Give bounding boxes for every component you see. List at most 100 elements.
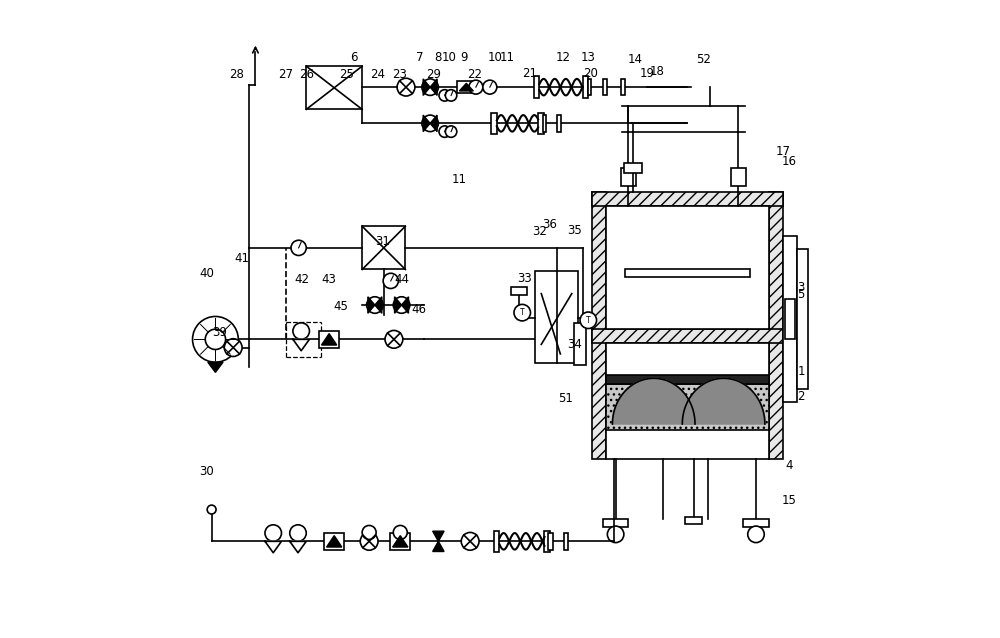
Text: 3: 3 (797, 281, 805, 293)
Polygon shape (612, 378, 695, 424)
Text: 29: 29 (426, 68, 441, 81)
Text: 44: 44 (394, 273, 409, 286)
Circle shape (385, 330, 403, 348)
Circle shape (224, 339, 242, 357)
Bar (319, 331, 339, 348)
Polygon shape (395, 297, 402, 313)
Text: 39: 39 (212, 327, 227, 339)
Bar (783, 237, 797, 401)
Circle shape (265, 525, 281, 541)
Bar (603, 79, 607, 96)
Bar (603, 519, 628, 528)
Text: 35: 35 (568, 223, 582, 237)
Polygon shape (375, 297, 382, 313)
Circle shape (193, 316, 238, 362)
Polygon shape (290, 541, 306, 553)
Text: 2: 2 (797, 390, 805, 403)
Text: 36: 36 (542, 218, 557, 232)
Text: 7: 7 (416, 51, 424, 64)
Text: 51: 51 (558, 392, 573, 405)
Bar (494, 531, 499, 552)
Bar (621, 79, 625, 96)
Circle shape (291, 241, 306, 255)
Bar (624, 163, 642, 173)
Polygon shape (293, 339, 309, 351)
Text: T: T (520, 308, 525, 317)
Text: 43: 43 (321, 273, 336, 286)
Text: 17: 17 (775, 145, 790, 158)
Text: 11: 11 (500, 51, 515, 64)
Bar (743, 519, 769, 528)
Polygon shape (423, 115, 430, 131)
Circle shape (607, 526, 624, 542)
Bar (592, 192, 606, 459)
Polygon shape (682, 378, 765, 424)
Circle shape (439, 90, 450, 101)
Circle shape (445, 90, 457, 101)
Bar (685, 517, 702, 524)
Text: 6: 6 (350, 51, 358, 64)
Polygon shape (322, 334, 337, 345)
Circle shape (580, 312, 597, 329)
Bar (491, 112, 497, 134)
Bar (324, 533, 344, 549)
Text: 15: 15 (782, 494, 796, 507)
Bar (797, 249, 808, 389)
Bar (606, 206, 769, 329)
Bar (544, 531, 550, 552)
Circle shape (293, 323, 309, 339)
Text: 4: 4 (785, 459, 793, 471)
Bar (390, 533, 410, 549)
Text: 18: 18 (650, 65, 665, 78)
Polygon shape (433, 531, 444, 541)
Bar (583, 77, 588, 98)
Polygon shape (402, 297, 409, 313)
Bar (606, 383, 769, 430)
Text: 32: 32 (533, 225, 547, 238)
Text: 42: 42 (294, 273, 309, 286)
Bar (621, 168, 636, 186)
Bar (625, 269, 750, 278)
Polygon shape (368, 297, 375, 313)
Text: 20: 20 (583, 66, 598, 80)
Text: 13: 13 (580, 51, 595, 64)
Text: 16: 16 (782, 155, 797, 168)
Bar (592, 329, 783, 343)
Bar (511, 287, 527, 295)
Text: 10: 10 (488, 51, 503, 64)
Text: 12: 12 (556, 51, 571, 64)
Text: T: T (586, 316, 591, 325)
Text: 22: 22 (467, 68, 482, 81)
Text: 21: 21 (522, 66, 537, 80)
Circle shape (207, 505, 216, 514)
Text: 34: 34 (568, 338, 582, 351)
Bar (548, 533, 553, 549)
Text: 45: 45 (334, 300, 349, 313)
Text: 10: 10 (442, 51, 457, 64)
Bar (785, 299, 795, 339)
Polygon shape (459, 84, 473, 91)
Circle shape (483, 80, 497, 94)
Bar (769, 192, 783, 459)
Circle shape (469, 80, 483, 94)
Text: 46: 46 (411, 303, 426, 316)
Bar (557, 115, 561, 131)
Bar (574, 323, 586, 365)
Text: 31: 31 (375, 235, 390, 248)
Text: 19: 19 (640, 66, 655, 80)
Circle shape (461, 533, 479, 550)
Bar (457, 81, 476, 94)
Text: 25: 25 (339, 68, 354, 81)
Bar (538, 112, 544, 134)
Circle shape (439, 126, 450, 137)
Text: 52: 52 (696, 54, 711, 66)
Polygon shape (433, 541, 444, 551)
Polygon shape (327, 536, 342, 547)
Text: 41: 41 (234, 252, 249, 265)
Polygon shape (423, 79, 430, 96)
Bar (362, 226, 405, 269)
Text: 28: 28 (229, 68, 244, 81)
Circle shape (383, 273, 398, 288)
Circle shape (445, 126, 457, 137)
Bar (588, 79, 591, 96)
